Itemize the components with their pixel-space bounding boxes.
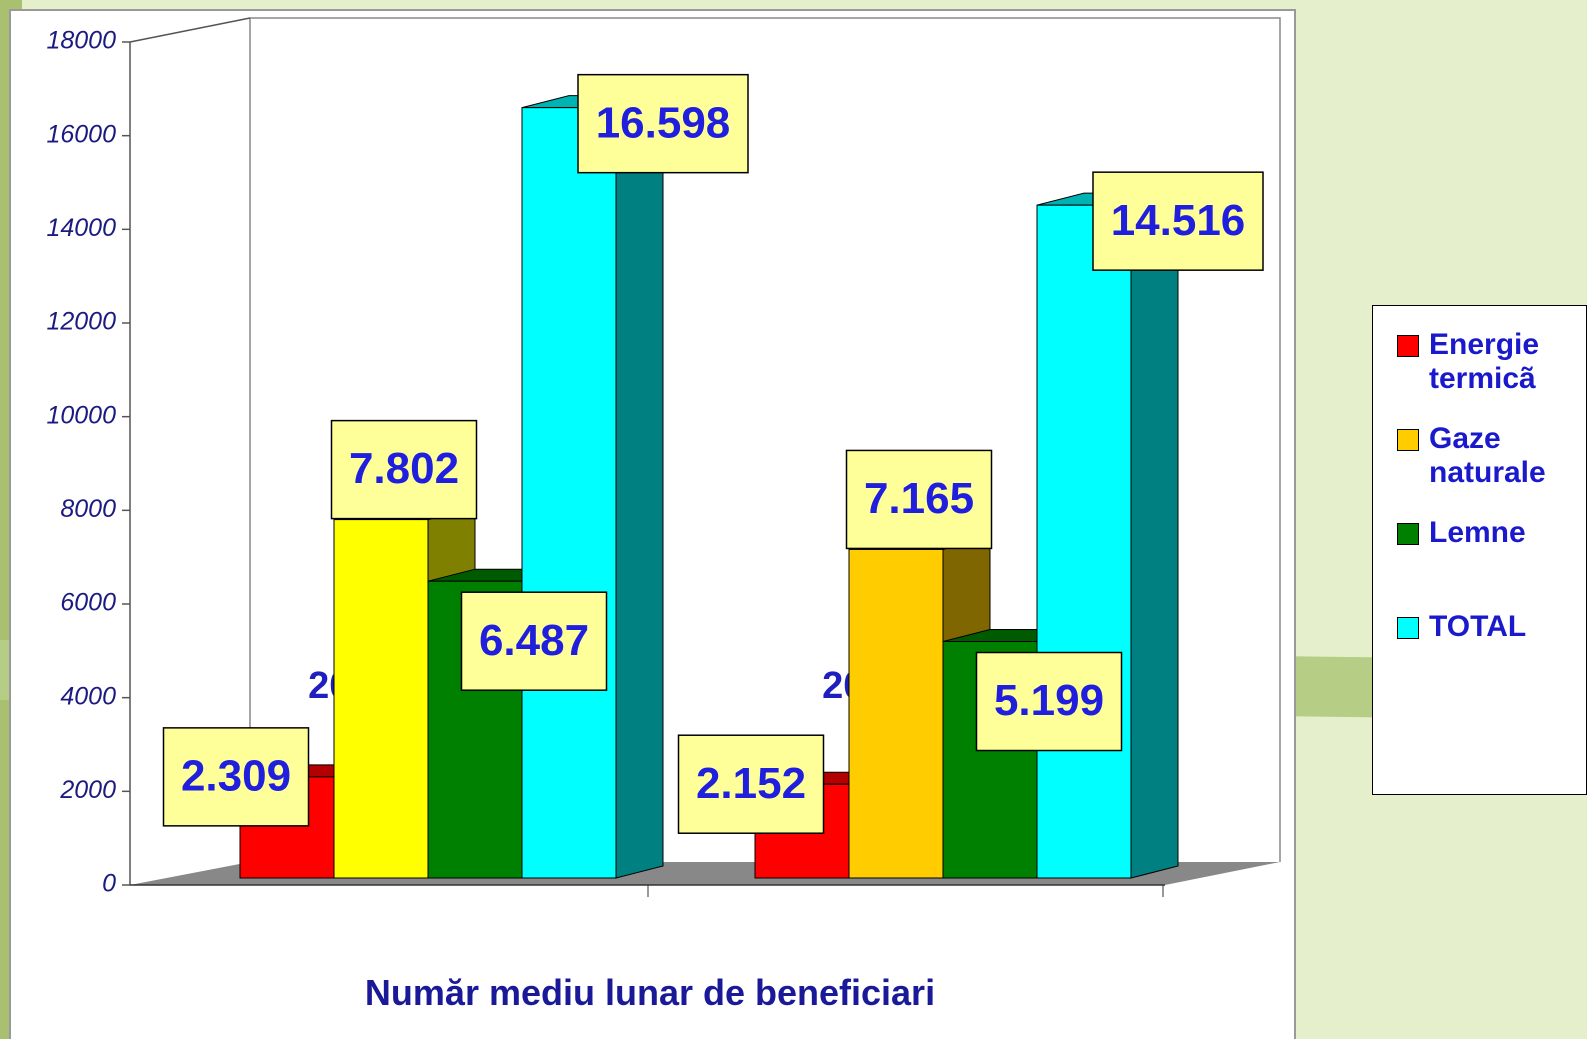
legend-label: TOTAL [1429, 610, 1527, 643]
y-tick-label: 0 [102, 870, 116, 898]
data-label: 6.487 [479, 616, 589, 665]
data-label: 7.802 [349, 444, 459, 493]
data-label: 2.152 [696, 759, 806, 808]
bar [1036, 204, 1132, 879]
axis-edge [129, 17, 251, 43]
legend: Energie termicã Gaze naturale Lemne TOTAL [1372, 305, 1587, 795]
data-label: 16.598 [596, 98, 731, 147]
data-label: 14.516 [1111, 196, 1246, 245]
legend-swatch [1397, 429, 1419, 451]
legend-swatch [1397, 617, 1419, 639]
y-tick-label: 4000 [60, 682, 116, 710]
data-label: 5.199 [994, 676, 1104, 725]
back-wall [249, 17, 1281, 862]
label-box [1092, 171, 1264, 271]
bar [521, 107, 617, 879]
legend-label: Energie termicã [1429, 328, 1540, 395]
axis-title: Număr mediu lunar de beneficiari [365, 972, 935, 1013]
bar [333, 519, 429, 879]
data-label: 2.309 [181, 751, 291, 800]
y-tick-label: 8000 [60, 495, 116, 523]
y-tick-label: 10000 [46, 401, 116, 429]
y-tick-label: 6000 [60, 589, 116, 617]
legend-item: Energie termicã [1397, 328, 1586, 396]
label-box [162, 727, 310, 827]
legend-item: TOTAL [1397, 610, 1586, 644]
y-tick-label: 2000 [59, 776, 116, 804]
legend-swatch [1397, 335, 1419, 357]
legend-item: Lemne [1397, 516, 1586, 550]
label-box [330, 419, 478, 520]
y-tick-label: 18000 [46, 27, 116, 55]
label-box [845, 449, 993, 550]
label-box [975, 651, 1123, 752]
data-label: 7.165 [864, 474, 974, 523]
y-tick-label: 16000 [46, 120, 116, 148]
label-box [677, 734, 825, 834]
legend-label: Gaze naturale [1429, 422, 1546, 489]
label-box [460, 591, 608, 691]
legend-swatch [1397, 523, 1419, 545]
label-box [577, 73, 749, 174]
bar [848, 548, 944, 879]
y-tick-label: 14000 [46, 214, 116, 242]
bar-side [1130, 192, 1179, 879]
legend-label: Lemne [1429, 516, 1526, 549]
y-tick-label: 12000 [46, 308, 116, 336]
legend-item: Gaze naturale [1397, 422, 1586, 490]
bar-side [615, 95, 664, 879]
